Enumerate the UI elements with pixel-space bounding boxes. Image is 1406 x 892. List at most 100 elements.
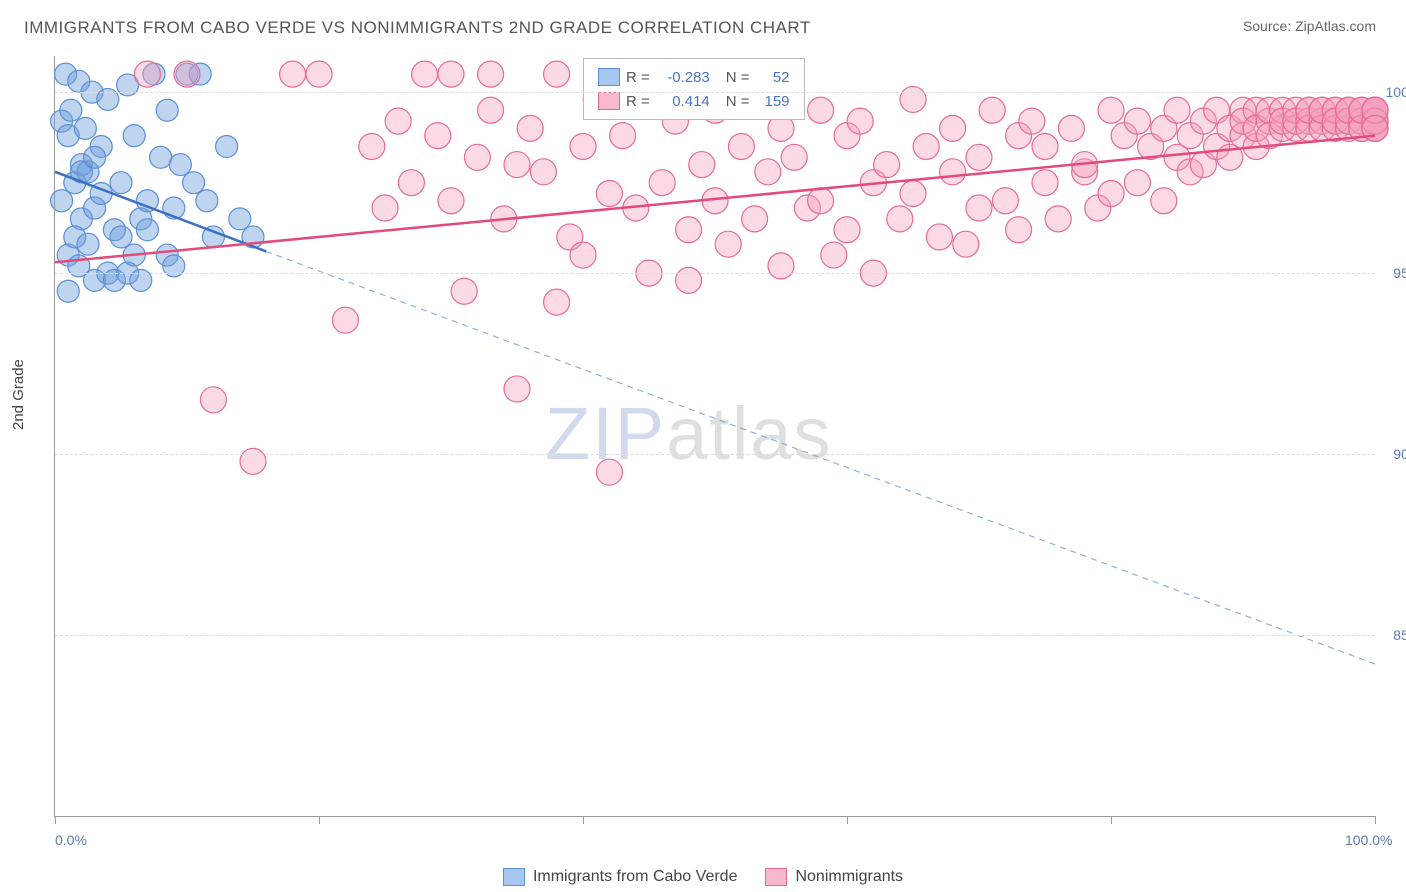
immigrants-point — [136, 219, 158, 241]
nonimmigrants-point — [359, 133, 385, 159]
x-tick-label: 0.0% — [55, 832, 87, 848]
nonimmigrants-point — [1164, 97, 1190, 123]
nonimmigrants-point — [1124, 170, 1150, 196]
chart-svg — [55, 56, 1375, 816]
x-tick — [319, 816, 320, 824]
nonimmigrants-point — [332, 307, 358, 333]
nonimmigrants-point — [596, 459, 622, 485]
nonimmigrants-point — [874, 152, 900, 178]
immigrants-point — [60, 99, 82, 121]
r-value: -0.283 — [656, 69, 710, 86]
nonimmigrants-point — [398, 170, 424, 196]
nonimmigrants-point — [596, 181, 622, 207]
x-tick — [1375, 816, 1376, 824]
nonimmigrants-point — [808, 188, 834, 214]
legend-stat-row: R =-0.283N =52 — [598, 65, 790, 89]
immigrants-point — [110, 226, 132, 248]
nonimmigrants-point — [425, 123, 451, 149]
n-label: N = — [726, 93, 750, 110]
n-value: 52 — [756, 69, 790, 86]
immigrants-point — [150, 146, 172, 168]
nonimmigrants-point — [1058, 115, 1084, 141]
nonimmigrants-point — [768, 253, 794, 279]
nonimmigrants-point — [438, 188, 464, 214]
nonimmigrants-point — [517, 115, 543, 141]
nonimmigrants-point — [478, 61, 504, 87]
nonimmigrants-point — [478, 97, 504, 123]
x-tick-label: 100.0% — [1345, 832, 1392, 848]
x-tick — [55, 816, 56, 824]
nonimmigrants-point — [715, 231, 741, 257]
nonimmigrants-point — [1151, 188, 1177, 214]
nonimmigrants-point — [742, 206, 768, 232]
x-tick — [583, 816, 584, 824]
nonimmigrants-point — [808, 97, 834, 123]
nonimmigrants-point — [1032, 170, 1058, 196]
series-legend: Immigrants from Cabo Verde Nonimmigrants — [0, 868, 1406, 886]
y-tick-label: 95.0% — [1393, 265, 1406, 281]
nonimmigrants-point — [821, 242, 847, 268]
nonimmigrants-point — [1098, 181, 1124, 207]
immigrants-point — [110, 172, 132, 194]
nonimmigrants-point — [1019, 108, 1045, 134]
y-tick-label: 85.0% — [1393, 627, 1406, 643]
nonimmigrants-point — [755, 159, 781, 185]
nonimmigrants-point — [676, 217, 702, 243]
nonimmigrants-point — [134, 61, 160, 87]
nonimmigrants-point — [1032, 133, 1058, 159]
immigrants-point — [183, 172, 205, 194]
nonimmigrants-point — [966, 195, 992, 221]
nonimmigrants-point — [412, 61, 438, 87]
nonimmigrants-point — [544, 289, 570, 315]
n-value: 159 — [756, 93, 790, 110]
gridline-horizontal — [55, 454, 1375, 455]
nonimmigrants-point — [240, 448, 266, 474]
nonimmigrants-point — [979, 97, 1005, 123]
gridline-horizontal — [55, 273, 1375, 274]
nonimmigrants-point — [834, 217, 860, 243]
nonimmigrants-point — [504, 376, 530, 402]
immigrants-trendline-extrapolated — [266, 251, 1375, 664]
nonimmigrants-point — [649, 170, 675, 196]
nonimmigrants-point — [781, 144, 807, 170]
nonimmigrants-point — [504, 152, 530, 178]
nonimmigrants-point — [676, 267, 702, 293]
nonimmigrants-point — [887, 206, 913, 232]
gridline-horizontal — [55, 635, 1375, 636]
plot-area: ZIPatlas R =-0.283N =52R =0.414N =159 85… — [54, 56, 1375, 817]
nonimmigrants-point — [689, 152, 715, 178]
nonimmigrants-point — [530, 159, 556, 185]
x-tick — [1111, 816, 1112, 824]
legend-swatch — [598, 68, 620, 86]
r-label: R = — [626, 93, 650, 110]
nonimmigrants-point — [953, 231, 979, 257]
immigrants-point — [196, 190, 218, 212]
x-tick — [847, 816, 848, 824]
nonimmigrants-point — [1006, 217, 1032, 243]
nonimmigrants-point — [372, 195, 398, 221]
nonimmigrants-point — [900, 181, 926, 207]
legend-swatch — [503, 868, 525, 886]
legend-swatch — [598, 92, 620, 110]
legend-label: Immigrants from Cabo Verde — [533, 868, 738, 886]
nonimmigrants-point — [570, 242, 596, 268]
gridline-horizontal — [55, 92, 1375, 93]
nonimmigrants-point — [200, 387, 226, 413]
immigrants-point — [229, 208, 251, 230]
nonimmigrants-point — [544, 61, 570, 87]
source-attribution: Source: ZipAtlas.com — [1243, 18, 1376, 34]
nonimmigrants-point — [966, 144, 992, 170]
nonimmigrants-point — [1098, 97, 1124, 123]
nonimmigrants-point — [464, 144, 490, 170]
immigrants-point — [123, 125, 145, 147]
nonimmigrants-point — [926, 224, 952, 250]
immigrants-point — [84, 146, 106, 168]
nonimmigrants-point — [438, 61, 464, 87]
nonimmigrants-point — [451, 278, 477, 304]
legend-item: Nonimmigrants — [765, 868, 903, 886]
n-label: N = — [726, 69, 750, 86]
immigrants-point — [51, 190, 73, 212]
y-tick-label: 100.0% — [1386, 84, 1406, 100]
nonimmigrants-point — [728, 133, 754, 159]
nonimmigrants-point — [610, 123, 636, 149]
